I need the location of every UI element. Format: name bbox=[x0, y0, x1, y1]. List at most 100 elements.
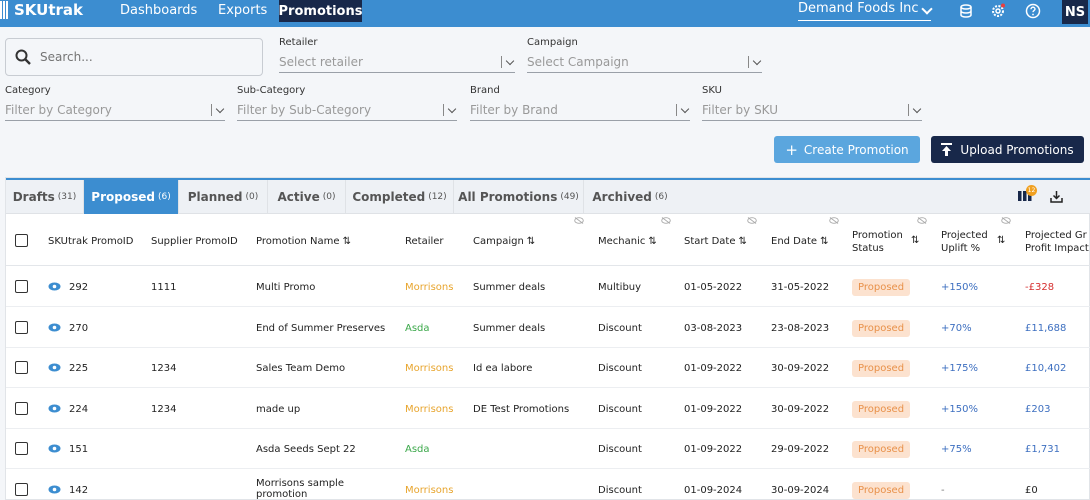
status-badge: Proposed bbox=[852, 441, 911, 458]
tab-completed[interactable]: Completed (12) bbox=[346, 180, 454, 214]
promotions-panel: Drafts (31) Proposed (6) Planned (0) Active… bbox=[5, 177, 1090, 500]
tab-archived[interactable]: Archived (6) bbox=[592, 190, 668, 204]
col-projected-gross-profit[interactable]: Projected Gr Profit Impact bbox=[1025, 230, 1089, 254]
sort-icon[interactable]: ⇅ bbox=[911, 235, 920, 246]
subcategory-select[interactable]: Filter by Sub-Category bbox=[237, 99, 457, 121]
brand-filter[interactable]: Brand Filter by Brand bbox=[470, 85, 690, 123]
eye-off-icon[interactable] bbox=[917, 217, 927, 224]
eye-off-icon[interactable] bbox=[829, 217, 839, 224]
tab-drafts[interactable]: Drafts (31) bbox=[6, 180, 84, 214]
row-checkbox[interactable] bbox=[15, 361, 28, 374]
sort-icon[interactable]: ⇅ bbox=[997, 235, 1006, 246]
chevron-down-icon bbox=[443, 104, 457, 116]
table-row[interactable]: 270 End of Summer Preserves Asda Summer … bbox=[6, 308, 1090, 348]
table-row[interactable]: 224 1234 made up Morrisons DE Test Promo… bbox=[6, 389, 1090, 429]
plus-icon: + bbox=[785, 140, 798, 159]
eye-off-icon[interactable] bbox=[574, 217, 584, 224]
tab-active[interactable]: Active (0) bbox=[268, 180, 346, 214]
chevron-down-icon bbox=[908, 104, 922, 116]
help-icon[interactable] bbox=[1025, 3, 1041, 19]
col-start-date[interactable]: Start Date ⇅ bbox=[684, 236, 747, 247]
table-row[interactable]: 292 1111 Multi Promo Morrisons Summer de… bbox=[6, 267, 1090, 307]
table-header: SKUtrak PromoID Supplier PromoID Promoti… bbox=[6, 214, 1090, 266]
search-box[interactable] bbox=[5, 38, 263, 76]
nav-promotions[interactable]: Promotions bbox=[279, 0, 362, 22]
user-avatar[interactable]: NS bbox=[1062, 0, 1088, 24]
col-retailer: Retailer bbox=[405, 236, 444, 247]
chevron-down-icon bbox=[676, 104, 690, 116]
retailer-filter[interactable]: Retailer Select retailer bbox=[279, 37, 515, 75]
promotion-tabs: Drafts (31) Proposed (6) Planned (0) Active… bbox=[6, 178, 1090, 214]
row-checkbox[interactable] bbox=[15, 442, 28, 455]
settings-gear-icon[interactable] bbox=[990, 3, 1006, 19]
row-checkbox[interactable] bbox=[15, 280, 28, 293]
database-icon[interactable] bbox=[958, 3, 974, 19]
organisation-name: Demand Foods Inc bbox=[798, 1, 919, 16]
col-promotion-name[interactable]: Promotion Name ⇅ bbox=[256, 236, 351, 247]
view-eye-icon[interactable] bbox=[48, 323, 61, 332]
nav-dashboards[interactable]: Dashboards bbox=[120, 3, 198, 18]
tab-planned[interactable]: Planned (0) bbox=[179, 180, 268, 214]
sku-label: SKU bbox=[702, 85, 722, 96]
table-row[interactable]: 151 Asda Seeds Sept 22 Asda Discount 01-… bbox=[6, 429, 1090, 469]
app-logo[interactable]: SKUtrak bbox=[0, 0, 83, 20]
logo-icon bbox=[0, 1, 10, 19]
eye-off-icon[interactable] bbox=[747, 217, 757, 224]
retailer-select[interactable]: Select retailer bbox=[279, 51, 515, 73]
view-eye-icon[interactable] bbox=[48, 444, 61, 453]
campaign-label: Campaign bbox=[527, 37, 578, 48]
status-badge: Proposed bbox=[852, 401, 911, 418]
view-eye-icon[interactable] bbox=[48, 485, 61, 494]
status-badge: Proposed bbox=[852, 360, 911, 377]
row-checkbox[interactable] bbox=[15, 402, 28, 415]
col-mechanic[interactable]: Mechanic ⇅ bbox=[598, 236, 657, 247]
hidden-columns-badge: 12 bbox=[1026, 185, 1037, 196]
upload-promotions-button[interactable]: Upload Promotions bbox=[931, 136, 1084, 163]
top-nav-bar: SKUtrak Dashboards Exports Promotions De… bbox=[0, 0, 1090, 27]
columns-icon[interactable] bbox=[1017, 186, 1033, 202]
view-eye-icon[interactable] bbox=[48, 404, 61, 413]
view-eye-icon[interactable] bbox=[48, 282, 61, 291]
col-skutrak-promoid: SKUtrak PromoID bbox=[48, 236, 134, 247]
sku-select[interactable]: Filter by SKU bbox=[702, 99, 922, 121]
eye-off-icon[interactable] bbox=[1001, 217, 1011, 224]
category-label: Category bbox=[5, 85, 51, 96]
brand-select[interactable]: Filter by Brand bbox=[470, 99, 690, 121]
col-supplier-promoid: Supplier PromoID bbox=[151, 236, 238, 247]
table-row[interactable]: 225 1234 Sales Team Demo Morrisons Id ea… bbox=[6, 348, 1090, 388]
chevron-down-icon bbox=[748, 56, 762, 68]
sort-icon: ⇅ bbox=[342, 236, 351, 247]
view-eye-icon[interactable] bbox=[48, 363, 61, 372]
tab-all-promotions[interactable]: All Promotions (49) bbox=[454, 180, 584, 214]
campaign-select[interactable]: Select Campaign bbox=[527, 51, 762, 73]
col-end-date[interactable]: End Date ⇅ bbox=[771, 236, 829, 247]
sku-filter[interactable]: SKU Filter by SKU bbox=[702, 85, 922, 123]
category-select[interactable]: Filter by Category bbox=[5, 99, 225, 121]
sort-icon: ⇅ bbox=[648, 236, 657, 247]
organisation-select[interactable]: Demand Foods Inc bbox=[798, 1, 933, 21]
eye-off-icon[interactable] bbox=[661, 217, 671, 224]
search-input[interactable] bbox=[40, 48, 250, 66]
search-icon bbox=[15, 49, 31, 65]
sort-icon: ⇅ bbox=[526, 236, 536, 247]
table-row[interactable]: 142 Morrisons sample promotion Morrisons… bbox=[6, 470, 1090, 500]
retailer-label: Retailer bbox=[279, 37, 318, 48]
row-checkbox[interactable] bbox=[15, 321, 28, 334]
col-campaign[interactable]: Campaign ⇅ bbox=[473, 236, 536, 247]
campaign-filter[interactable]: Campaign Select Campaign bbox=[527, 37, 762, 75]
status-badge: Proposed bbox=[852, 320, 911, 337]
app-name: SKUtrak bbox=[14, 1, 84, 19]
select-all-checkbox[interactable] bbox=[15, 234, 28, 247]
col-promotion-status[interactable]: Promotion Status bbox=[852, 230, 903, 254]
create-promotion-button[interactable]: + Create Promotion bbox=[774, 136, 920, 163]
download-icon[interactable] bbox=[1050, 190, 1063, 203]
chevron-down-icon bbox=[921, 3, 933, 15]
nav-exports[interactable]: Exports bbox=[218, 3, 268, 18]
col-projected-uplift[interactable]: Projected Uplift % bbox=[941, 230, 988, 254]
tab-proposed[interactable]: Proposed (6) bbox=[84, 180, 179, 214]
subcategory-filter[interactable]: Sub-Category Filter by Sub-Category bbox=[237, 85, 457, 123]
category-filter[interactable]: Category Filter by Category bbox=[5, 85, 225, 123]
row-checkbox[interactable] bbox=[15, 483, 28, 496]
subcategory-label: Sub-Category bbox=[237, 85, 306, 96]
status-badge: Proposed bbox=[852, 279, 911, 296]
